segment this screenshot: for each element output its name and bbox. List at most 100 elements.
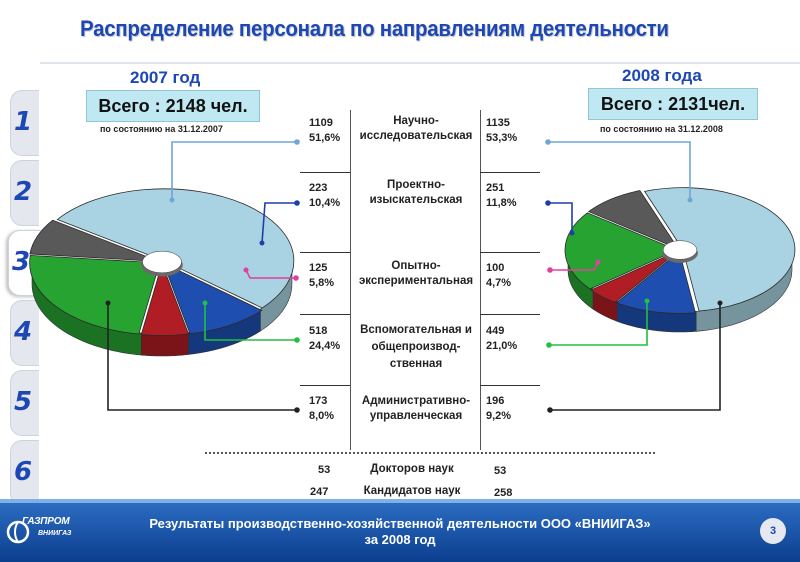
footer-line-1: Результаты производственно-хозяйственной… (149, 516, 651, 531)
category-auxiliary: Вспомогательная и общепроизвод-ственная (360, 324, 472, 370)
category-admin: Административно-управленческая (361, 395, 471, 422)
tab-5[interactable]: 5 (10, 370, 39, 436)
pie-2008-slice-2 (590, 250, 679, 303)
pie-2008-slice-4 (587, 190, 680, 250)
title-divider (40, 62, 800, 64)
row-0-v2008: 1135 53,3% (486, 117, 518, 144)
leader-end-l-4 (294, 407, 300, 413)
row-line (480, 172, 540, 173)
candidates-2007: 247 (310, 486, 329, 498)
row-1-v2008: 251 11,8% (486, 182, 517, 209)
pie-2008-slice-1 (615, 250, 696, 314)
tab-5-label: 5 (14, 387, 33, 417)
footer-line-2: за 2008 год (364, 532, 436, 547)
row-3-v2007: 518 24,4% (309, 325, 341, 352)
leader-start-r-3 (644, 298, 650, 304)
pie-2007-hole (142, 250, 182, 274)
gazprom-logo-icon (6, 520, 30, 544)
pie-2007-slice-4 (29, 219, 160, 262)
tab-6-label: 6 (14, 457, 33, 487)
leader-end-l-2 (293, 275, 299, 281)
pie-2007-slice-3 (29, 254, 161, 335)
leader-start-l-2 (243, 267, 249, 273)
total-2008-box: Всего : 2131чел. (588, 88, 758, 120)
year-2007-label: 2007 год (130, 68, 201, 87)
leader-end-r-3 (546, 342, 552, 348)
pie-2008-pie (564, 187, 796, 333)
pie-2007-slice-2 (140, 262, 190, 336)
leader-line-l-2 (245, 269, 296, 279)
tab-1[interactable]: 1 (10, 90, 39, 156)
candidates-label: Кандидатов наук (363, 485, 461, 497)
row-line (480, 385, 540, 386)
as-of-2007: по состоянию на 31.12.2007 (100, 124, 223, 134)
pie-2007-slice-1 (162, 262, 263, 335)
row-line (300, 314, 350, 315)
row-4-v2008: 196 9,2% (486, 395, 512, 422)
row-2-v2007: 125 5,8% (309, 262, 335, 289)
total-2007-box: Всего : 2148 чел. (86, 90, 260, 122)
tab-4[interactable]: 4 (10, 300, 39, 366)
tab-4-label: 4 (14, 317, 33, 347)
leader-line-r-2 (550, 261, 599, 271)
tab-3-label: 3 (12, 247, 31, 277)
leader-line-l-1 (261, 202, 297, 244)
candidates-2008: 258 (494, 487, 513, 499)
tab-2[interactable]: 2 (10, 160, 39, 226)
leader-line-l-0 (171, 141, 297, 200)
tab-6[interactable]: 6 (10, 440, 39, 506)
row-4-v2007: 173 8,0% (309, 395, 335, 422)
leader-end-r-0 (545, 139, 551, 145)
logo-subtext: ВНИИГАЗ (38, 530, 72, 537)
row-0-v2007: 1109 51,6% (309, 117, 341, 144)
leader-line-l-4 (107, 303, 297, 411)
year-2008-label: 2008 года (622, 66, 702, 85)
pie-2007-slice-side-2 (140, 332, 189, 357)
leader-start-r-4 (717, 300, 723, 306)
footer-bar (0, 499, 800, 562)
doctors-label: Докторов наук (370, 463, 454, 475)
doctors-2008: 53 (494, 465, 507, 477)
leader-line-r-1 (548, 202, 573, 233)
row-line (480, 252, 540, 253)
logo-text: ГАЗПРОМ (22, 516, 70, 527)
row-line (300, 172, 350, 173)
leader-start-l-4 (105, 300, 111, 306)
row-3-v2008: 449 21,0% (486, 325, 518, 352)
row-line (300, 252, 350, 253)
row-2-v2008: 100 4,7% (486, 262, 512, 289)
leader-start-l-1 (259, 240, 265, 246)
leader-start-l-0 (169, 197, 175, 203)
footer-text: Результаты производственно-хозяйственной… (100, 516, 700, 548)
leader-start-l-3 (202, 300, 208, 306)
leader-start-r-1 (569, 230, 575, 236)
leader-end-r-1 (545, 200, 551, 206)
tab-2-label: 2 (14, 177, 33, 207)
tab-1-label: 1 (14, 107, 33, 137)
pie-2007-pie (29, 188, 295, 357)
leader-end-r-2 (547, 267, 553, 273)
category-research: Научно-исследовательская (359, 115, 473, 142)
row-line (300, 385, 350, 386)
leader-start-r-0 (687, 197, 693, 203)
leader-line-l-3 (204, 303, 297, 341)
leader-line-r-0 (548, 141, 691, 200)
leader-end-l-3 (294, 337, 300, 343)
table-divider-left (350, 110, 351, 450)
leader-end-r-4 (547, 407, 553, 413)
row-line (480, 314, 540, 315)
pie-2007-slice-0 (56, 188, 295, 309)
dotted-separator (205, 452, 655, 454)
category-design: Проектно-изыскательская (369, 179, 463, 206)
pie-2008-hole (662, 240, 698, 260)
page-number: 3 (760, 518, 786, 544)
slide-title: Распределение персонала по направлениям … (80, 16, 669, 41)
leader-line-r-3 (549, 301, 648, 346)
leader-end-l-1 (294, 200, 300, 206)
leader-line-r-4 (550, 303, 721, 411)
leader-start-r-2 (595, 259, 601, 265)
footer-band (0, 499, 800, 503)
row-1-v2007: 223 10,4% (309, 182, 341, 209)
doctors-2007: 53 (318, 464, 331, 476)
